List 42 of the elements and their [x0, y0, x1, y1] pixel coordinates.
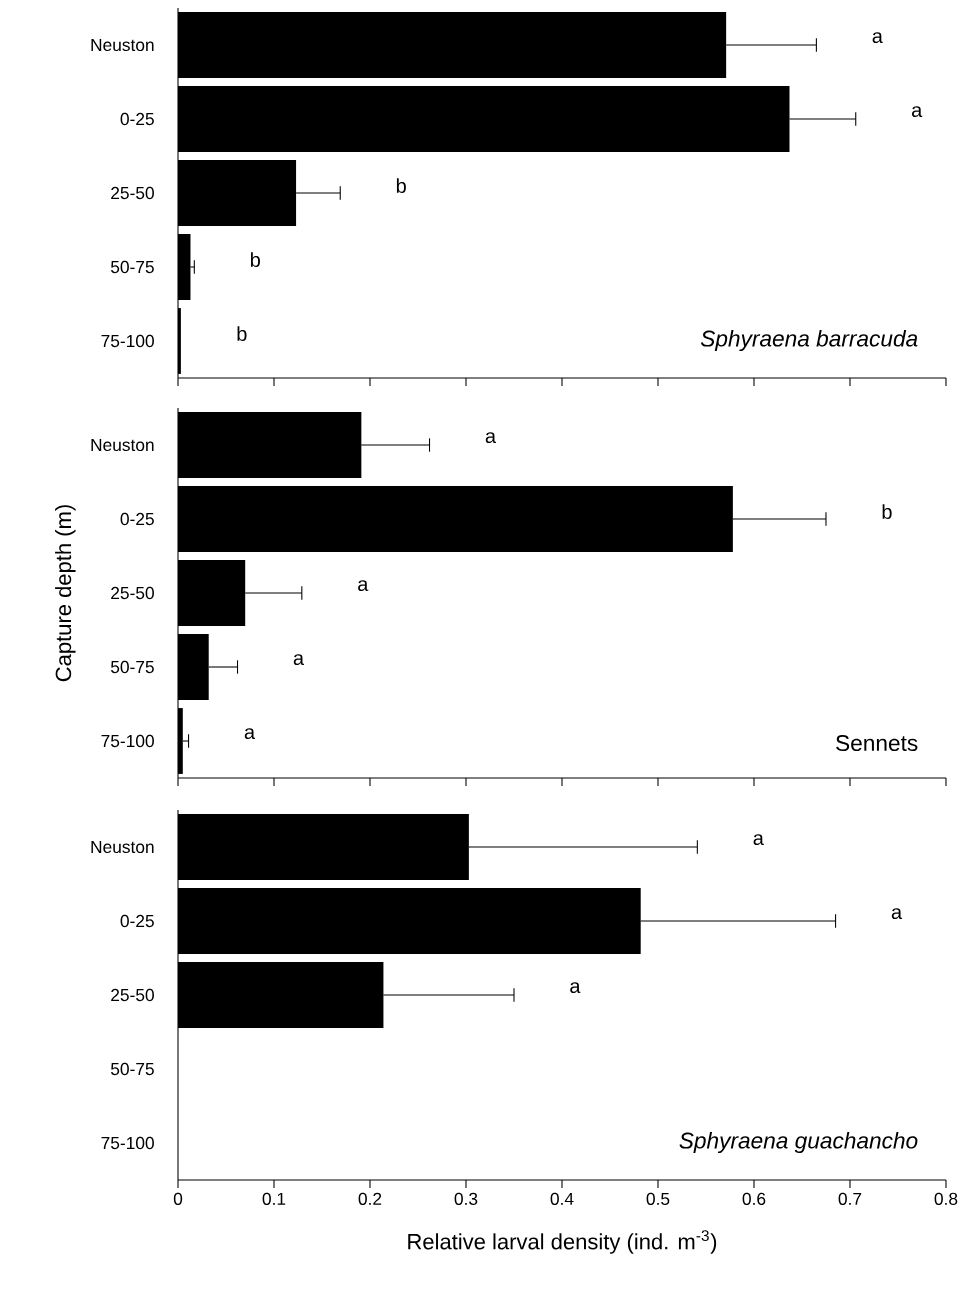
y-tick-label: Neuston [91, 438, 154, 452]
x-tick-label: 0.6 [742, 1192, 766, 1205]
x-tick-label: 0 [173, 1192, 183, 1205]
annotation: b [882, 504, 892, 519]
y-tick-label: 75-100 [101, 1136, 154, 1150]
x-tick-label: 0.4 [550, 1192, 574, 1205]
x-tick-label: 0.7 [838, 1192, 862, 1205]
annotation: a [891, 908, 903, 920]
annotation: a [872, 32, 883, 44]
text: Sphyraena barracuda [700, 329, 918, 352]
y-tick-label: 25-50 [111, 186, 154, 200]
annotation: b [237, 326, 247, 341]
annotation: b [250, 252, 260, 267]
y-tick-label: 0-25 [120, 112, 154, 126]
y-axis-title: Capture depth (m) [55, 505, 76, 682]
y-tick-label: Neuston [91, 38, 154, 52]
y-tick-label: Neuston [91, 840, 154, 854]
x-tick-label: 0.2 [358, 1192, 382, 1205]
x-tick-label: 0.8 [934, 1192, 958, 1205]
y-tick-label: 75-100 [101, 334, 154, 348]
annotation: a [293, 654, 305, 666]
annotation: a [244, 728, 256, 740]
y-tick-label: 50-75 [110, 1062, 154, 1076]
y-tick-label: 25-50 [111, 988, 154, 1002]
x-tick-label: 0.3 [454, 1192, 478, 1205]
annotation: b [396, 178, 406, 193]
y-tick-label: 0-25 [120, 914, 154, 928]
y-tick-label: 0-25 [120, 512, 154, 526]
text: Sennets [836, 735, 918, 752]
y-tick-label: 50-75 [110, 660, 154, 674]
annotation: a [570, 982, 581, 994]
y-tick-label: 50-75 [110, 260, 154, 274]
annotation: a [911, 106, 923, 118]
x-axis-title: Relative larval density (ind. m$^{-3}$) [408, 1230, 717, 1254]
x-tick-label: 0.5 [646, 1192, 670, 1205]
y-tick-label: 25-50 [111, 586, 154, 600]
annotation: a [753, 834, 764, 846]
y-tick-label: 75-100 [101, 734, 154, 748]
text: Sphyraena guachancho [679, 1131, 918, 1154]
annotation: a [358, 580, 369, 592]
x-tick-label: 0.1 [262, 1192, 286, 1205]
annotation: a [485, 432, 497, 444]
